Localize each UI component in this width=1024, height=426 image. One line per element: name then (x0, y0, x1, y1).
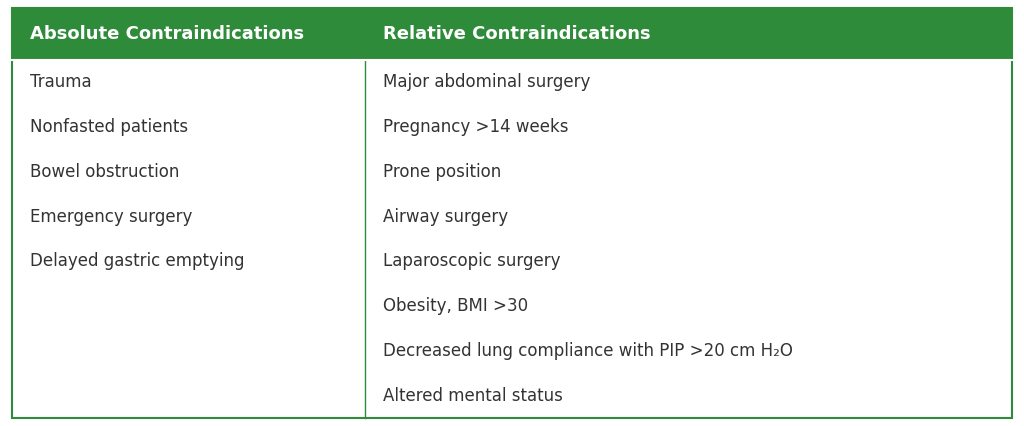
Text: Altered mental status: Altered mental status (383, 387, 563, 405)
Text: Major abdominal surgery: Major abdominal surgery (383, 73, 591, 91)
Text: Airway surgery: Airway surgery (383, 207, 508, 226)
Text: Bowel obstruction: Bowel obstruction (30, 163, 179, 181)
Text: Pregnancy >14 weeks: Pregnancy >14 weeks (383, 118, 568, 136)
Text: Relative Contraindications: Relative Contraindications (383, 25, 650, 43)
Text: Delayed gastric emptying: Delayed gastric emptying (30, 252, 245, 271)
Text: Laparoscopic surgery: Laparoscopic surgery (383, 252, 560, 271)
Text: Prone position: Prone position (383, 163, 502, 181)
Bar (12, 8, 1012, 60)
Text: Decreased lung compliance with PIP >20 cm H₂O: Decreased lung compliance with PIP >20 c… (383, 342, 793, 360)
Text: Obesity, BMI >30: Obesity, BMI >30 (383, 297, 528, 315)
Text: Emergency surgery: Emergency surgery (30, 207, 193, 226)
Text: Nonfasted patients: Nonfasted patients (30, 118, 188, 136)
Text: Absolute Contraindications: Absolute Contraindications (30, 25, 304, 43)
Text: Trauma: Trauma (30, 73, 91, 91)
